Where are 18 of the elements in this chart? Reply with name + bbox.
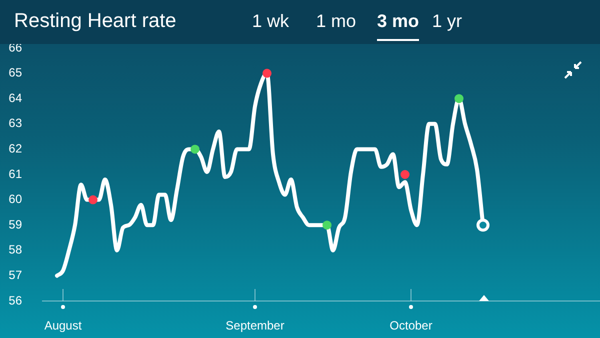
x-tick-label: October: [390, 318, 432, 333]
text: 1 mo: [316, 11, 356, 33]
text: 3 mo: [377, 11, 420, 41]
x-tick-label: August: [44, 318, 82, 333]
y-tick-label: 60: [8, 192, 22, 206]
y-tick-label: 59: [8, 217, 22, 232]
x-tick-label: September: [226, 318, 284, 333]
text: 1 yr: [432, 11, 462, 33]
y-tick-label: 65: [8, 66, 22, 80]
text: 1 wk: [252, 11, 290, 33]
y-tick-label: 58: [8, 242, 22, 257]
y-tick-label: 61: [8, 166, 22, 181]
y-tick-label: 62: [8, 142, 22, 156]
y-tick-label: 57: [8, 268, 22, 282]
chart-title: Resting Heart rate: [14, 10, 176, 33]
y-tick-label: 64: [8, 90, 22, 105]
y-tick-label: 63: [8, 116, 22, 130]
y-tick-label: 56: [8, 293, 22, 308]
